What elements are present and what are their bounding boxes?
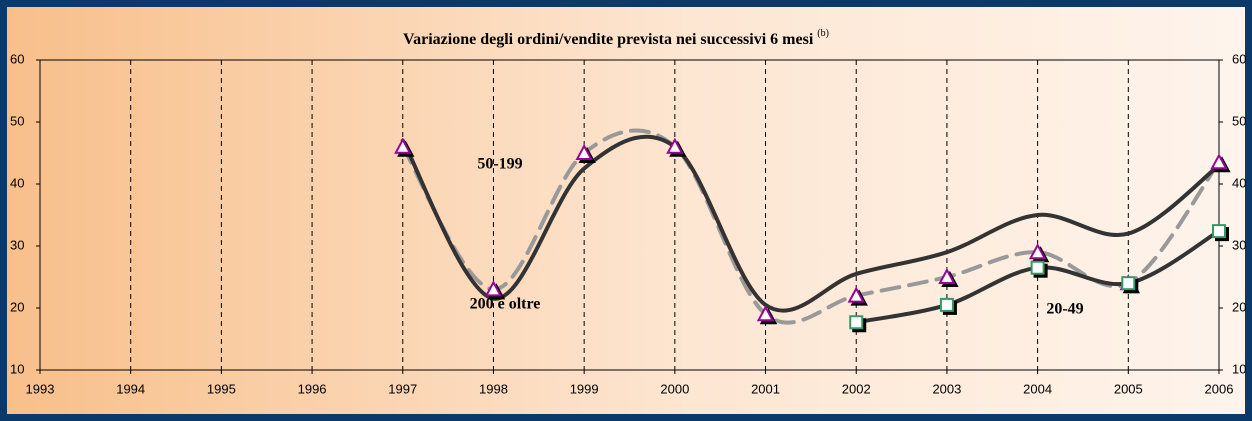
marker: [1030, 260, 1048, 278]
marker-shape: [939, 297, 954, 312]
marker-shape: [938, 267, 956, 284]
y2-tick-label: 50: [1232, 113, 1246, 128]
title-note: (b): [817, 28, 829, 39]
marker: [939, 297, 957, 315]
marker: [847, 286, 868, 306]
x-tick-label: 1997: [388, 381, 417, 396]
marker: [484, 280, 506, 300]
x-tick-label: 2000: [660, 381, 689, 396]
y2-tick-label: 10: [1232, 361, 1246, 376]
y-tick-label: 60: [10, 51, 24, 66]
marker: [849, 315, 867, 333]
marker-shape: [1210, 153, 1228, 170]
x-tick-label: 2006: [1205, 381, 1234, 396]
marker-shape: [575, 143, 593, 160]
y-tick-label: 10: [10, 361, 24, 376]
y2-tick-label: 40: [1232, 175, 1246, 190]
x-tick-label: 2004: [1023, 381, 1052, 396]
chart-background: [7, 7, 1245, 414]
y2-tick-label: 20: [1232, 299, 1246, 314]
y-tick-label: 40: [10, 175, 24, 190]
marker: [666, 137, 687, 157]
y2-tick-label: 60: [1232, 51, 1246, 66]
marker: [575, 143, 596, 163]
x-tick-label: 1995: [207, 381, 236, 396]
marker: [1212, 224, 1229, 242]
marker-shape: [756, 305, 775, 322]
y-tick-label: 20: [10, 299, 24, 314]
x-tick-label: 1994: [116, 381, 145, 396]
marker-shape: [1028, 243, 1047, 260]
x-tick-label: 2003: [932, 381, 961, 396]
x-tick-label: 2001: [751, 381, 780, 396]
series-line: [400, 134, 1221, 313]
x-tick-label: 2005: [1114, 381, 1143, 396]
marker: [394, 137, 415, 157]
x-tick-label: 1999: [570, 381, 599, 396]
marker-shape: [1212, 224, 1226, 239]
marker-shape: [1121, 276, 1136, 291]
marker-shape: [394, 137, 412, 154]
marker: [938, 267, 959, 287]
marker-shape: [484, 280, 503, 297]
series-label: 200 e oltre: [470, 296, 541, 313]
marker-shape: [849, 315, 864, 330]
marker: [1121, 276, 1139, 294]
title-text: Variazione degli ordini/vendite prevista…: [403, 31, 814, 48]
marker: [1210, 153, 1231, 173]
y-tick-label: 30: [10, 237, 24, 252]
marker-shape: [1030, 260, 1045, 275]
marker: [756, 305, 778, 325]
plot-frame: [39, 59, 1220, 371]
x-tick-label: 2002: [842, 381, 871, 396]
chart-title: Variazione degli ordini/vendite prevista…: [403, 28, 829, 47]
series-label: 20-49: [1046, 301, 1083, 318]
x-tick-label: 1993: [26, 381, 55, 396]
series-label: 50-199: [477, 156, 522, 173]
y2-tick-label: 30: [1232, 237, 1246, 252]
x-tick-label: 1996: [298, 381, 327, 396]
y-tick-label: 50: [10, 113, 24, 128]
marker-shape: [847, 286, 865, 303]
x-tick-label: 1998: [479, 381, 508, 396]
marker-shape: [666, 137, 684, 154]
